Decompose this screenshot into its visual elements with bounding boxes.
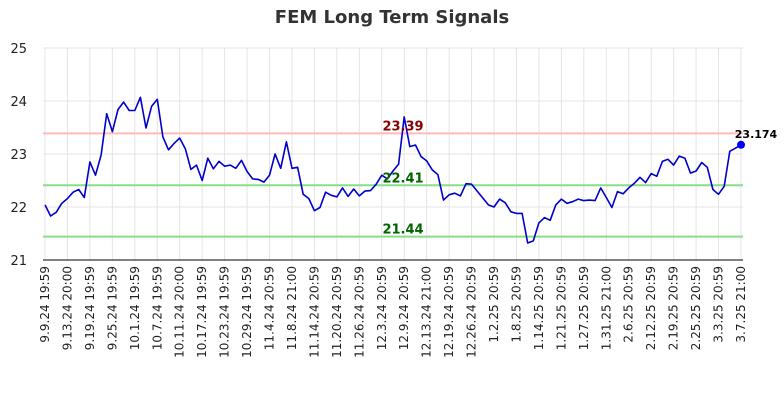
y-tick-label: 21 — [10, 254, 27, 269]
x-tick-label: 2.12.25 20:59 — [644, 266, 658, 350]
chart-title: FEM Long Term Signals — [274, 7, 510, 28]
x-tick-label: 10.7.24 19:59 — [150, 266, 164, 350]
x-tick-label: 12.26.24 20:59 — [465, 266, 479, 358]
x-tick-label: 9.13.24 20:00 — [60, 266, 74, 350]
x-tick-label: 3.3.25 20:59 — [712, 266, 726, 343]
y-tick-label: 22 — [10, 201, 27, 216]
x-tick-label: 1.27.25 20:59 — [577, 266, 591, 350]
x-tick-label: 3.7.25 21:00 — [734, 266, 748, 343]
x-tick-label: 11.4.24 20:59 — [263, 266, 277, 350]
reference-line-label: 23.39 — [382, 119, 423, 134]
x-tick-label: 12.3.24 20:59 — [375, 266, 389, 350]
x-tick-label: 10.17.24 19:59 — [195, 266, 209, 358]
x-tick-label: 10.1.24 19:59 — [128, 266, 142, 350]
x-tick-label: 12.9.24 20:59 — [397, 266, 411, 350]
x-tick-label: 1.2.25 20:59 — [487, 266, 501, 343]
x-tick-label: 1.31.25 21:00 — [599, 266, 613, 350]
x-tick-label: 10.11.24 20:00 — [173, 266, 187, 358]
x-tick-label: 11.20.24 20:59 — [330, 266, 344, 358]
x-tick-label: 2.19.25 20:59 — [667, 266, 681, 350]
x-tick-label: 9.25.24 19:59 — [105, 266, 119, 350]
x-tick-label: 11.14.24 20:59 — [307, 266, 321, 358]
reference-line-label: 21.44 — [382, 223, 423, 238]
x-tick-label: 1.14.25 20:59 — [532, 266, 546, 350]
x-tick-label: 9.9.24 19:59 — [38, 266, 52, 343]
last-value-label: 23.174 — [735, 128, 778, 141]
x-tick-label: 10.29.24 19:59 — [240, 266, 254, 358]
y-tick-label: 25 — [10, 42, 27, 57]
x-tick-label: 11.8.24 21:00 — [285, 266, 299, 350]
last-value-marker — [737, 140, 745, 149]
y-tick-label: 23 — [10, 148, 27, 163]
x-tick-label: 11.26.24 20:59 — [352, 266, 366, 358]
x-tick-label: 9.19.24 19:59 — [83, 266, 97, 350]
x-tick-label: 12.13.24 21:00 — [420, 266, 434, 358]
reference-line-label: 22.41 — [382, 171, 423, 186]
x-tick-label: 2.25.25 20:59 — [689, 266, 703, 350]
x-tick-label: 2.6.25 20:59 — [622, 266, 636, 343]
x-tick-label: 1.21.25 20:59 — [554, 266, 568, 350]
x-tick-label: 12.19.24 20:59 — [442, 266, 456, 358]
price-series-line — [44, 96, 742, 244]
x-tick-label: 1.8.25 20:59 — [509, 266, 523, 343]
y-tick-label: 24 — [10, 95, 27, 110]
x-tick-label: 10.23.24 19:59 — [218, 266, 232, 358]
